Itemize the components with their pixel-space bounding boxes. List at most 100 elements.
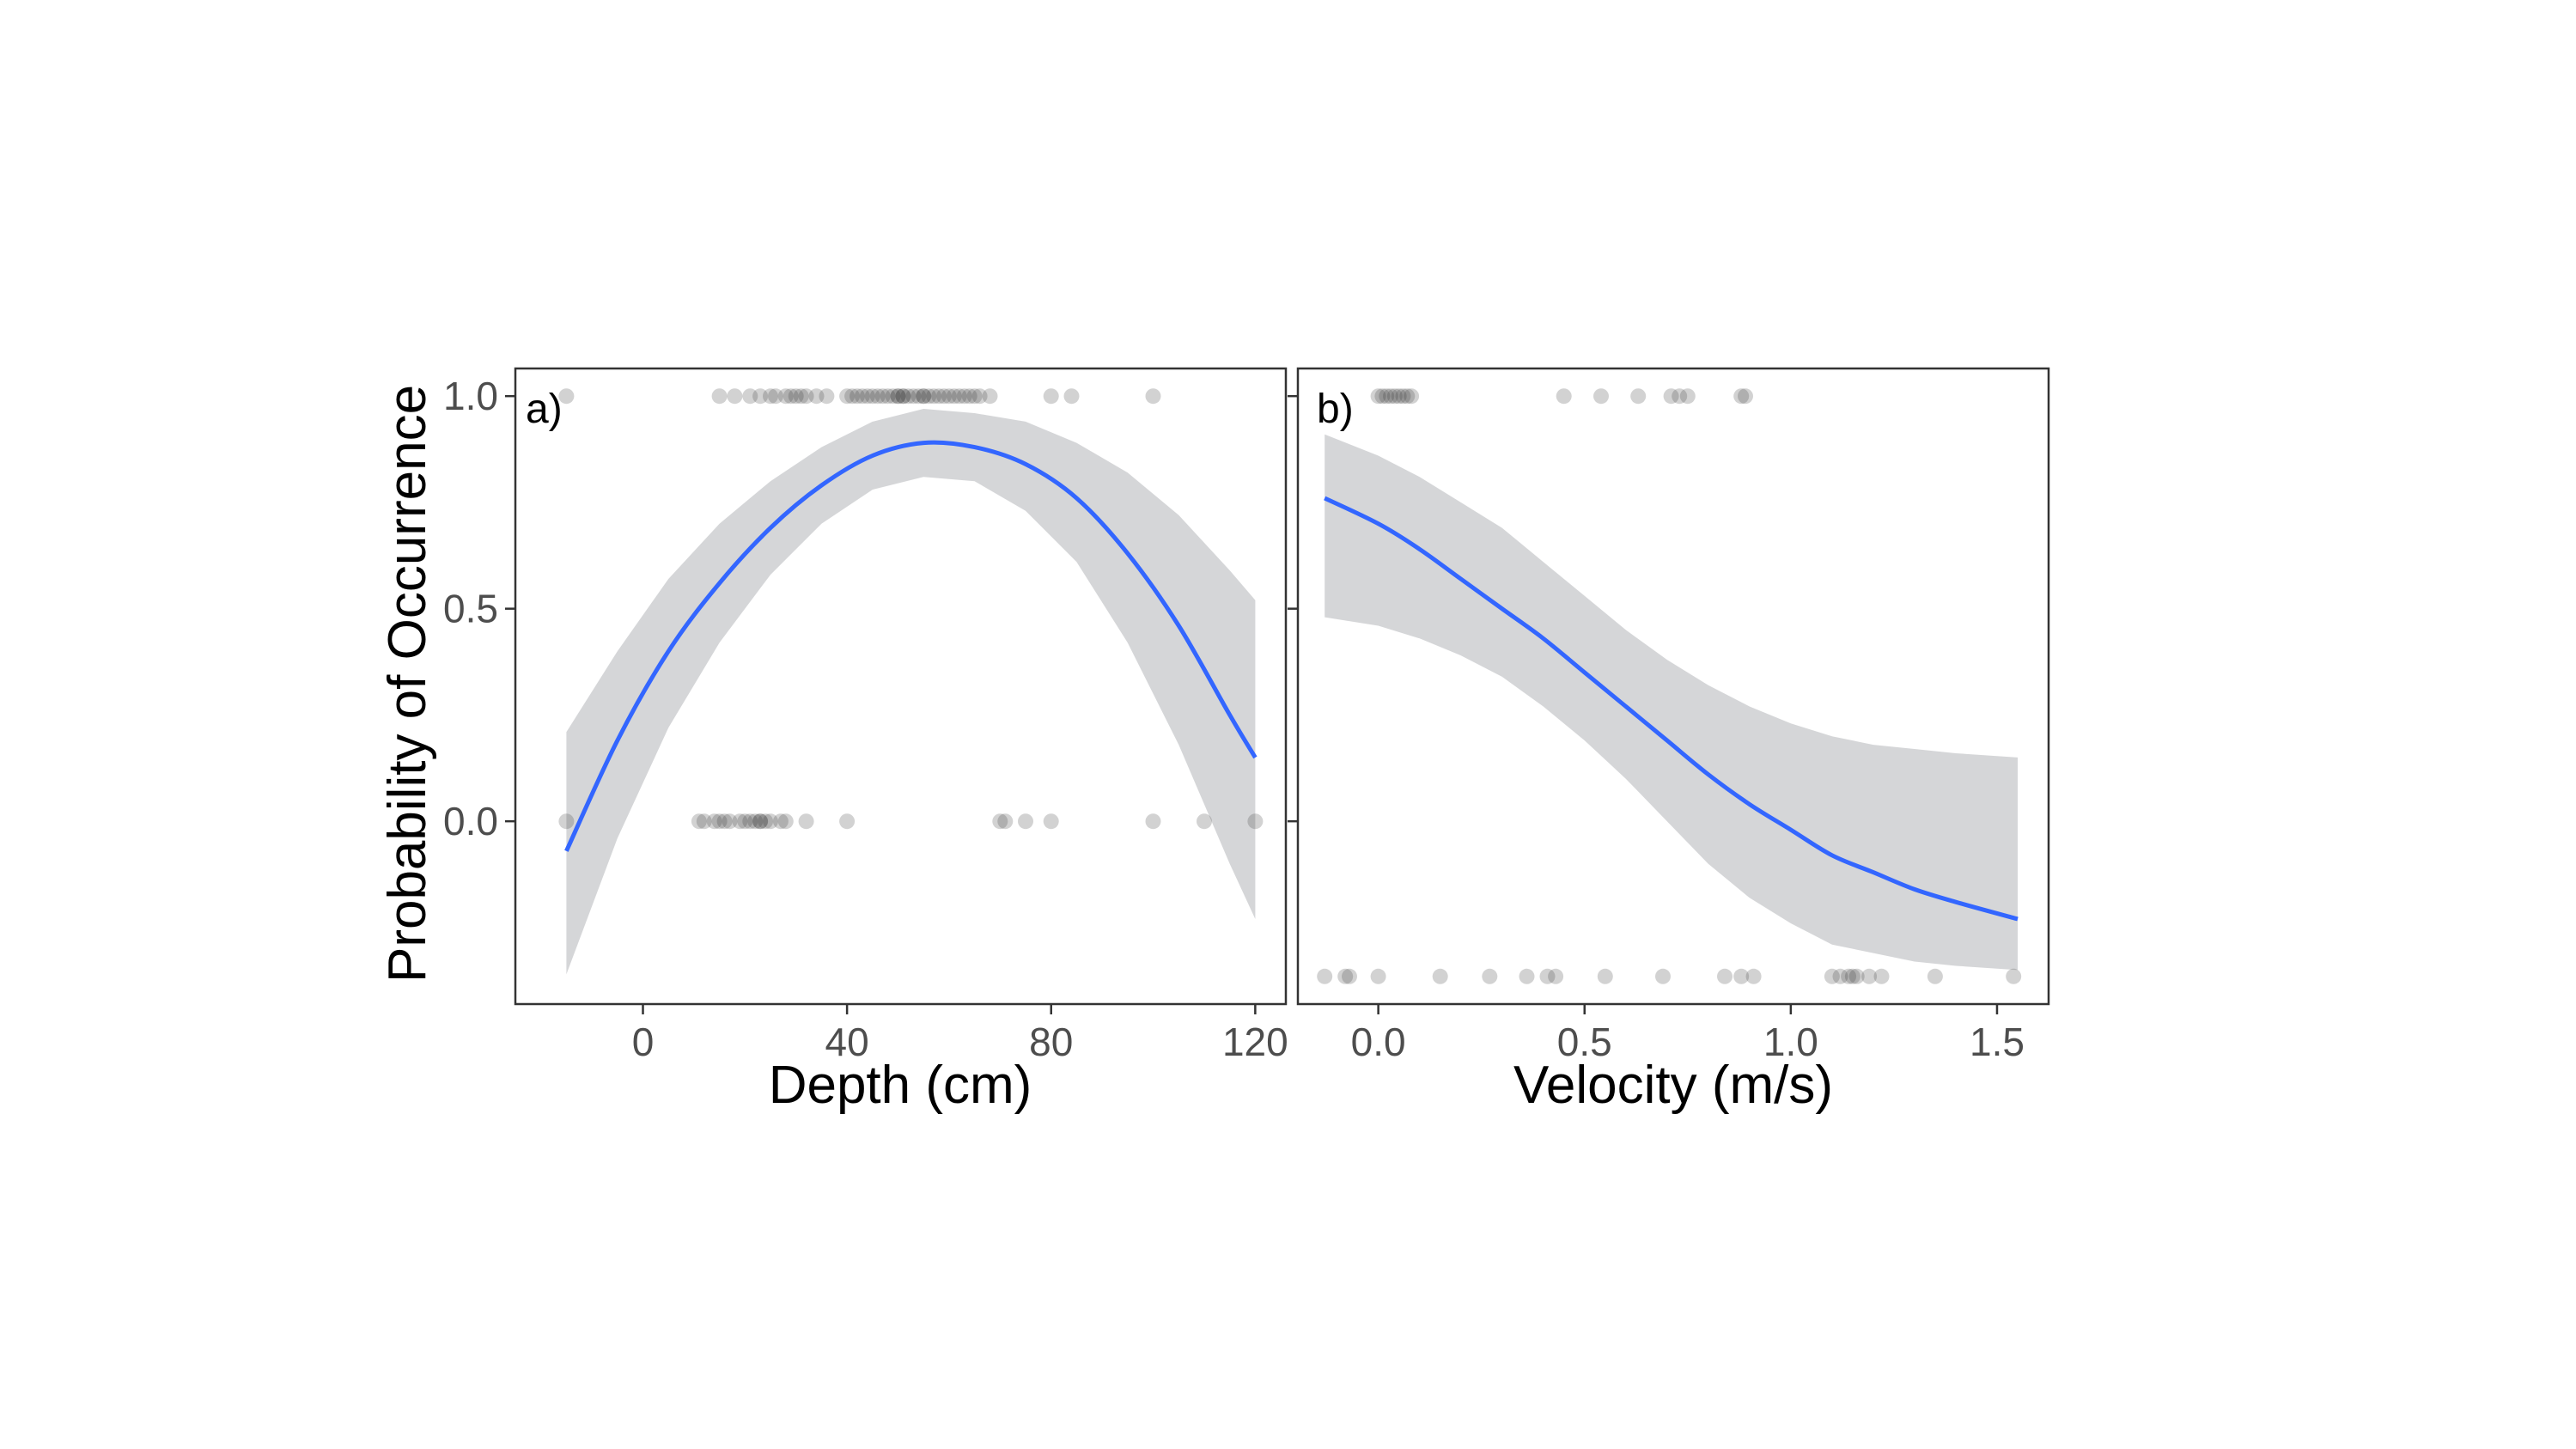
panel-depth-presence-point xyxy=(931,388,947,405)
panel-depth-x-tick-label: 40 xyxy=(825,1020,869,1064)
panel-velocity-absence-point xyxy=(1824,968,1840,984)
panel-velocity-absence-point xyxy=(1337,968,1354,984)
panel-depth-presence-point xyxy=(900,388,917,405)
panel-velocity-absence-point xyxy=(1841,968,1857,984)
panel-velocity-presence-point xyxy=(1672,388,1688,405)
panel-depth-presence-point xyxy=(926,388,942,405)
panel-velocity-presence-point xyxy=(1370,388,1386,405)
x-axis-title-velocity: Velocity (m/s) xyxy=(1513,1056,1833,1115)
panel-velocity-curve-layer xyxy=(1324,496,2019,922)
panel-velocity-presence-point xyxy=(1395,388,1411,405)
panel-depth-presence-point xyxy=(895,388,911,405)
panel-depth-presence-point xyxy=(854,388,870,405)
panel-velocity-presence-point xyxy=(1733,388,1750,405)
panel-depth-presence-point xyxy=(880,388,896,405)
panel-depth-presence-point xyxy=(1063,388,1080,405)
panel-depth-presence-point xyxy=(864,388,880,405)
panel-velocity-absence-point xyxy=(1844,968,1860,984)
panel-velocity-absence-point xyxy=(1861,968,1878,984)
panel-velocity-fitted-curve xyxy=(1324,496,2019,922)
panel-depth-presence-point xyxy=(946,388,962,405)
panel-velocity-x-tick-label: 0.5 xyxy=(1557,1020,1612,1064)
panel-depth-curve-layer xyxy=(564,440,1258,852)
panel-depth-presence-point xyxy=(916,388,932,405)
panel-velocity-x-tick-label: 1.0 xyxy=(1763,1020,1818,1064)
panel-velocity-presence-point xyxy=(1663,388,1679,405)
panel-velocity-x-tick-label: 0.0 xyxy=(1351,1020,1406,1064)
panel-velocity-absence-point xyxy=(1519,968,1535,984)
panel-velocity-presence-point xyxy=(1379,388,1395,405)
panel-depth-presence-point xyxy=(941,388,957,405)
panel-depth-y-tick-label: 0.0 xyxy=(443,799,498,843)
panel-depth-absence-point xyxy=(737,813,753,830)
panel-depth-absence-point xyxy=(798,813,814,830)
x-axis-title-depth: Depth (cm) xyxy=(769,1056,1032,1115)
panel-depth-presence-point xyxy=(874,388,891,405)
panel-depth: 0 40 80 120 0.0 0.5 1.0 a) Depth (cm) xyxy=(443,367,1288,1115)
panel-velocity-absence-point xyxy=(1548,968,1564,984)
panel-depth-absence-point xyxy=(1018,813,1033,830)
panel-velocity-absence-point xyxy=(1717,968,1733,984)
panel-velocity-label: b) xyxy=(1317,387,1354,432)
panel-velocity-absence-point xyxy=(1539,968,1556,984)
panel-depth-presence-point xyxy=(850,388,865,405)
panel-depth-presence-point xyxy=(890,388,906,405)
panel-velocity-presence-point xyxy=(1556,388,1572,405)
panel-depth-presence-point xyxy=(844,388,861,405)
panel-depth-label: a) xyxy=(526,387,563,432)
panel-velocity-ribbon-layer xyxy=(1325,434,2018,971)
panel-velocity: 0.0 0.5 1.0 1.5 b) Velocity (m/s) xyxy=(1288,367,2050,1115)
panel-depth-presence-point xyxy=(910,388,927,405)
panel-depth-absence-point xyxy=(839,813,856,830)
panel-depth-absence-point xyxy=(763,813,778,830)
panel-depth-absence-point xyxy=(1043,813,1059,830)
panel-velocity-absence-point xyxy=(1655,968,1671,984)
panel-depth-absence-point xyxy=(1247,813,1264,830)
panel-velocity-absence-point xyxy=(1873,968,1890,984)
panel-velocity-absence-point xyxy=(1432,968,1448,984)
panel-depth-presence-point xyxy=(793,388,809,405)
panel-depth-axis-ticks: 0 40 80 120 0.0 0.5 1.0 xyxy=(443,374,1288,1064)
panel-depth-presence-point xyxy=(961,388,977,405)
panel-depth-presence-point xyxy=(966,388,983,405)
panel-velocity-presence-point xyxy=(1391,388,1407,405)
panel-velocity-absence-point xyxy=(1848,968,1865,984)
panel-depth-absence-point xyxy=(742,813,758,830)
panel-depth-presence-point xyxy=(763,388,778,405)
panel-depth-x-tick-label: 80 xyxy=(1029,1020,1073,1064)
panel-depth-presence-point xyxy=(956,388,972,405)
panel-depth-presence-point xyxy=(869,388,886,405)
panel-depth-presence-point xyxy=(768,388,783,405)
panel-depth-absence-point xyxy=(1145,813,1161,830)
panel-velocity-axis-ticks: 0.0 0.5 1.0 1.5 xyxy=(1288,394,2025,1064)
panel-depth-presence-point xyxy=(819,388,835,405)
panel-velocity-presence-point xyxy=(1679,388,1696,405)
panel-velocity-presence-point xyxy=(1383,388,1398,405)
panel-velocity-presence-point xyxy=(1399,388,1416,405)
panel-depth-presence-point xyxy=(916,388,932,405)
panel-depth-presence-point xyxy=(808,388,825,405)
panel-velocity-frame xyxy=(1296,367,2050,1006)
panel-depth-absence-point xyxy=(997,813,1014,830)
panel-velocity-presence-point xyxy=(1374,388,1391,405)
panel-depth-absence-point xyxy=(732,813,748,830)
panel-depth-presence-point xyxy=(921,388,937,405)
panel-depth-absence-point xyxy=(758,813,774,830)
panel-depth-absence-point xyxy=(747,813,764,830)
panel-depth-absence-point xyxy=(1197,813,1212,830)
panel-velocity-absence-point xyxy=(1597,968,1613,984)
panel-velocity-absence-point xyxy=(1745,968,1762,984)
panel-depth-presence-point xyxy=(1145,388,1161,405)
panel-depth-absence-point xyxy=(558,813,575,830)
panel-velocity-presence-point xyxy=(1630,388,1647,405)
panel-depth-presence-point xyxy=(727,388,743,405)
panel-velocity-presence-point xyxy=(1386,388,1403,405)
panel-velocity-absence-point xyxy=(1342,968,1357,984)
panel-depth-presence-point xyxy=(711,388,728,405)
panel-depth-presence-point xyxy=(971,388,988,405)
panel-depth-frame xyxy=(514,367,1288,1006)
panel-depth-presence-point xyxy=(798,388,814,405)
panel-depth-y-tick-label: 0.5 xyxy=(443,587,498,631)
panel-depth-presence-point xyxy=(905,388,922,405)
